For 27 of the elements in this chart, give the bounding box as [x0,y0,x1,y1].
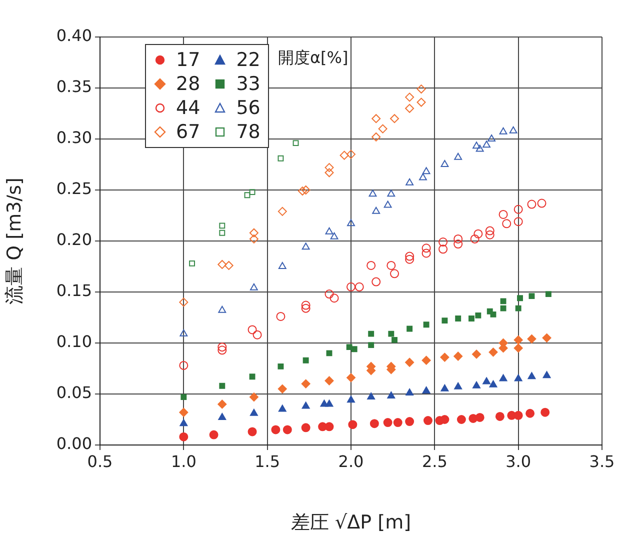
y-tick-label: 0.40 [56,26,92,46]
y-tick-label: 0.15 [56,281,92,300]
y-tick-label: 0.25 [56,179,92,198]
y-tick-label: 0.35 [56,77,92,96]
x-tick-label: 0.5 [87,452,113,471]
x-tick-label: 2.5 [422,452,448,471]
x-tick-label: 3.5 [589,452,615,471]
legend-label: 56 [236,97,260,119]
y-tick-label: 0.10 [56,332,92,352]
x-tick-label: 2.0 [338,452,364,471]
x-tick-label: 1.5 [254,452,280,471]
x-axis-title: 差圧 √ΔP [m] [291,512,411,534]
legend-label: 44 [176,97,200,119]
y-tick-label: 0.05 [56,383,92,402]
legend-label: 78 [236,121,260,143]
legend-label: 67 [176,121,200,143]
legend-label: 28 [176,73,200,95]
y-tick-label: 0.20 [56,230,92,250]
y-tick-label: 0.30 [56,128,92,148]
legend-label: 33 [236,73,260,95]
legend-title: 開度α[%] [278,48,348,69]
y-tick-label: 0.00 [56,434,92,454]
legend-label: 17 [176,49,200,71]
y-axis-title: 流量 Q [m3/s] [3,178,26,304]
legend-label: 22 [236,49,260,71]
x-tick-label: 3.0 [506,452,532,471]
x-tick-label: 1.0 [170,452,196,471]
